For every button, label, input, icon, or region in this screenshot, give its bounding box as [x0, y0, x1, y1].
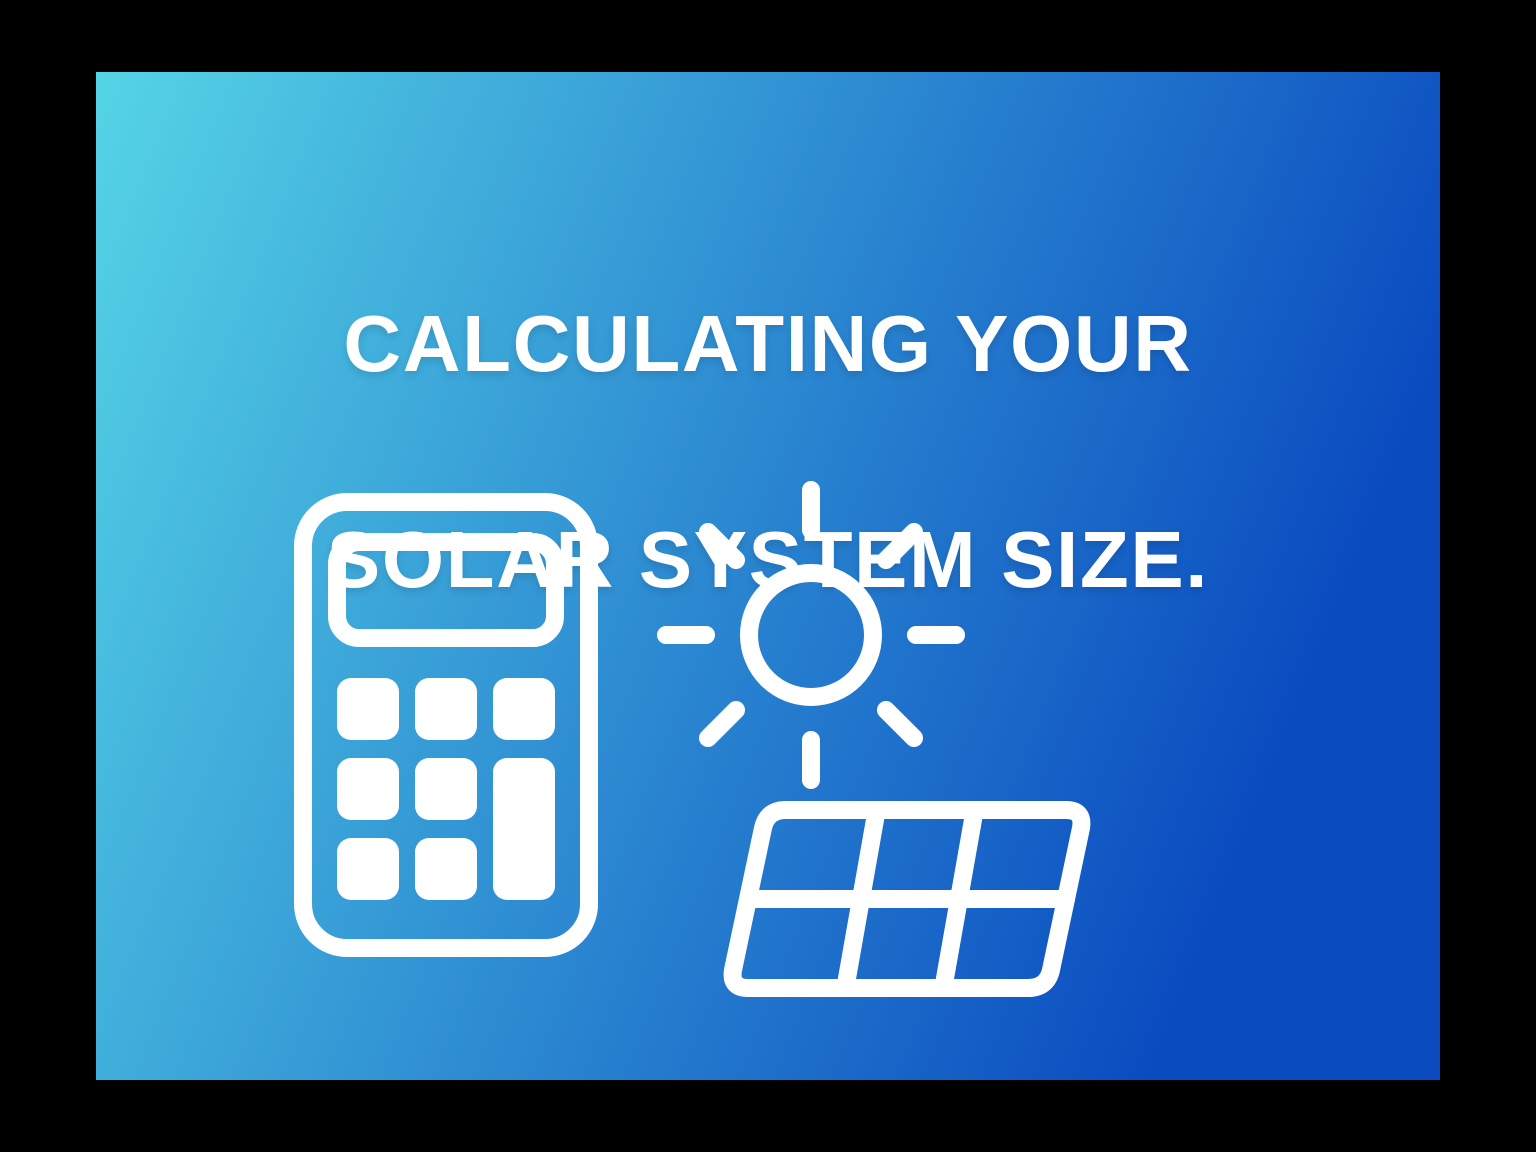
sun-icon: [636, 460, 986, 810]
icon-row: [96, 490, 1440, 1050]
outer-frame: CALCULATING YOUR SOLAR SYSTEM SIZE.: [0, 0, 1536, 1152]
headline-line-1: CALCULATING YOUR: [343, 299, 1192, 388]
infographic-card: CALCULATING YOUR SOLAR SYSTEM SIZE.: [96, 72, 1440, 1080]
solar-panel-icon: [716, 790, 1096, 1000]
calculator-icon: [291, 490, 601, 960]
